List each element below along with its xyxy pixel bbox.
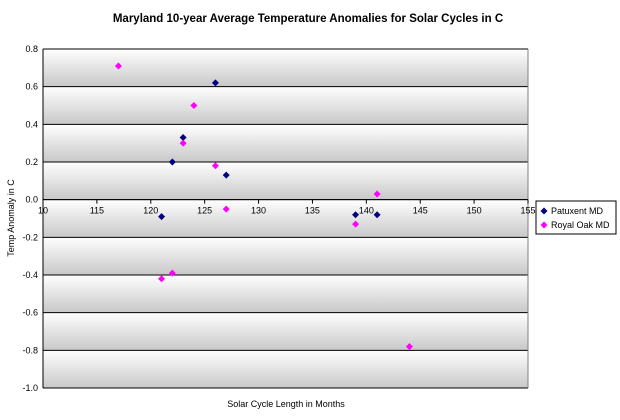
x-tick-label: 10: [38, 206, 48, 216]
y-tick-label: -0.4: [22, 270, 38, 280]
chart-title: Maryland 10-year Average Temperature Ano…: [113, 13, 503, 25]
legend-marker: [540, 221, 548, 229]
data-point: [190, 102, 198, 109]
axes: [42, 49, 529, 388]
data-point: [352, 211, 360, 219]
data-point: [114, 62, 122, 70]
y-tick-label: -1.0: [22, 383, 38, 393]
y-tick-label: -0.6: [22, 308, 38, 318]
y-tick-label: 0.0: [25, 195, 38, 205]
data-point: [222, 205, 230, 213]
plot-band: [43, 350, 528, 388]
plot-band: [43, 162, 528, 200]
x-tick-label: 130: [251, 206, 266, 216]
series-2: [114, 62, 413, 351]
x-tick-label: 150: [467, 206, 482, 216]
x-tick-label: 140: [359, 206, 374, 216]
data-point: [373, 190, 381, 198]
data-point: [222, 171, 230, 179]
data-point: [158, 213, 166, 221]
y-tick-label: 0.2: [25, 157, 38, 167]
plot-area: [43, 49, 528, 388]
legend: Patuxent MD Royal Oak MD: [535, 200, 617, 235]
plot-band: [43, 312, 528, 351]
data-point: [179, 134, 187, 142]
plot-band: [43, 199, 528, 238]
data-point: [179, 139, 187, 147]
plot-band: [43, 124, 528, 162]
x-tick-label: 155: [520, 206, 535, 216]
data-point: [158, 275, 166, 283]
y-tick-label: 0.8: [25, 44, 38, 54]
legend-box: [535, 200, 617, 235]
data-point: [168, 269, 176, 277]
data-point: [168, 158, 176, 166]
y-tick-label: -0.2: [22, 232, 38, 242]
plot-band: [43, 86, 528, 125]
x-tick-label: 135: [305, 206, 320, 216]
data-point: [211, 79, 219, 87]
x-tick-label: 145: [413, 206, 428, 216]
y-axis-title: Temp Anomaly in C: [6, 179, 16, 257]
data-points: [114, 62, 413, 351]
y-tick-labels: 0.8 0.6 0.4 0.2 0.0 -0.2 -0.4 -0.6 -0.8 -1.0: [22, 44, 38, 393]
plot-band: [43, 275, 528, 313]
data-point: [211, 162, 219, 170]
data-point: [405, 343, 413, 351]
data-point: [373, 211, 381, 219]
x-tick-labels: 10 115 120 125 130 135 140 145 150 155: [38, 206, 536, 216]
legend-marker: [540, 207, 548, 215]
y-tick-label: 0.4: [25, 119, 38, 129]
legend-entry: Patuxent MD: [551, 206, 604, 216]
series-1: [158, 79, 381, 221]
x-tick-label: 125: [197, 206, 212, 216]
plot-band: [43, 49, 528, 87]
legend-entry: Royal Oak MD: [551, 220, 610, 230]
x-axis-title: Solar Cycle Length in Months: [227, 399, 345, 409]
y-tick-label: -0.8: [22, 345, 38, 355]
x-tick-label: 120: [143, 206, 158, 216]
x-tick-label: 115: [90, 206, 104, 216]
plot-band: [43, 237, 528, 275]
y-tick-label: 0.6: [25, 82, 38, 92]
data-point: [352, 220, 360, 228]
